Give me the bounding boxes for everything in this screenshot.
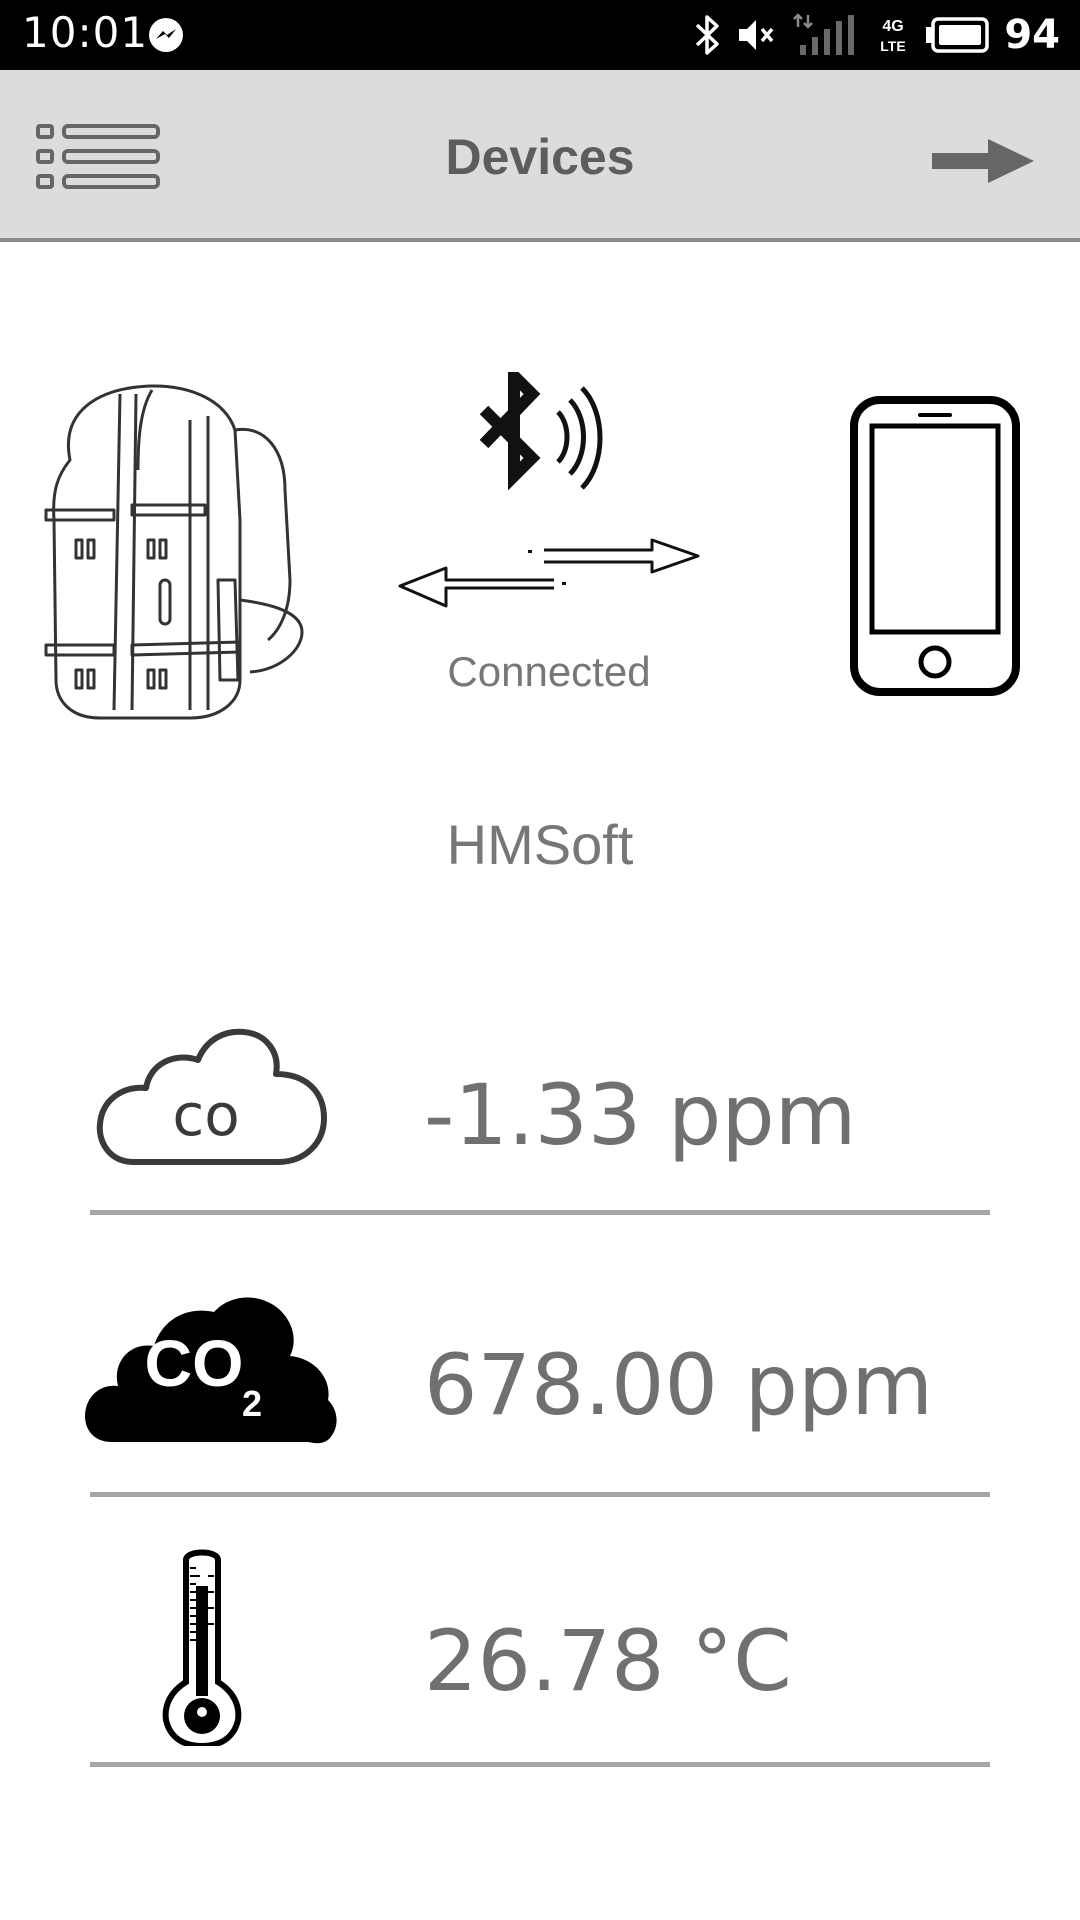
temperature-value: 26.78 °C [424, 1612, 792, 1710]
svg-text:4G: 4G [883, 18, 904, 35]
backpack-icon [44, 384, 304, 720]
list-icon[interactable] [36, 122, 162, 192]
thermometer-icon [162, 1549, 242, 1746]
arrow-right-icon[interactable] [930, 136, 1036, 186]
status-bar: 10:01 4G LTE 94 [0, 0, 1080, 70]
svg-text:LTE: LTE [881, 38, 906, 54]
divider [90, 1492, 990, 1497]
co2-cloud-icon: CO 2 [85, 1297, 337, 1444]
co-cloud-icon: co [96, 1028, 327, 1165]
bidirectional-arrow-icon [398, 538, 700, 608]
sensor-row-temperature: 26.78 °C [0, 1540, 1080, 1780]
status-icons: 4G LTE 94 [692, 10, 1060, 60]
network-type-icon: 4G LTE [881, 18, 906, 54]
svg-text:2: 2 [242, 1383, 262, 1424]
co-value: -1.33 ppm [424, 1066, 857, 1164]
svg-text:co: co [172, 1081, 239, 1149]
status-time: 10:01 [22, 8, 149, 57]
sensor-row-co: co -1.33 ppm [0, 1010, 1080, 1230]
page-title: Devices [445, 129, 635, 185]
svg-text:CO: CO [145, 1326, 244, 1400]
signal-icon [793, 13, 855, 55]
messenger-icon [149, 18, 183, 52]
battery-level: 94 [1004, 12, 1060, 58]
sensor-row-co2: CO 2 678.00 ppm [0, 1280, 1080, 1500]
smartphone-icon [850, 396, 1020, 696]
divider [90, 1762, 990, 1767]
bluetooth-icon [696, 15, 720, 55]
device-name: HMSoft [446, 813, 634, 876]
co2-value: 678.00 ppm [424, 1336, 934, 1434]
mute-icon [739, 20, 774, 50]
bluetooth-wave-icon [479, 372, 603, 491]
divider [90, 1210, 990, 1215]
connection-status: Connected [447, 648, 651, 695]
app-bar: Devices [0, 70, 1080, 242]
battery-icon [926, 17, 990, 53]
